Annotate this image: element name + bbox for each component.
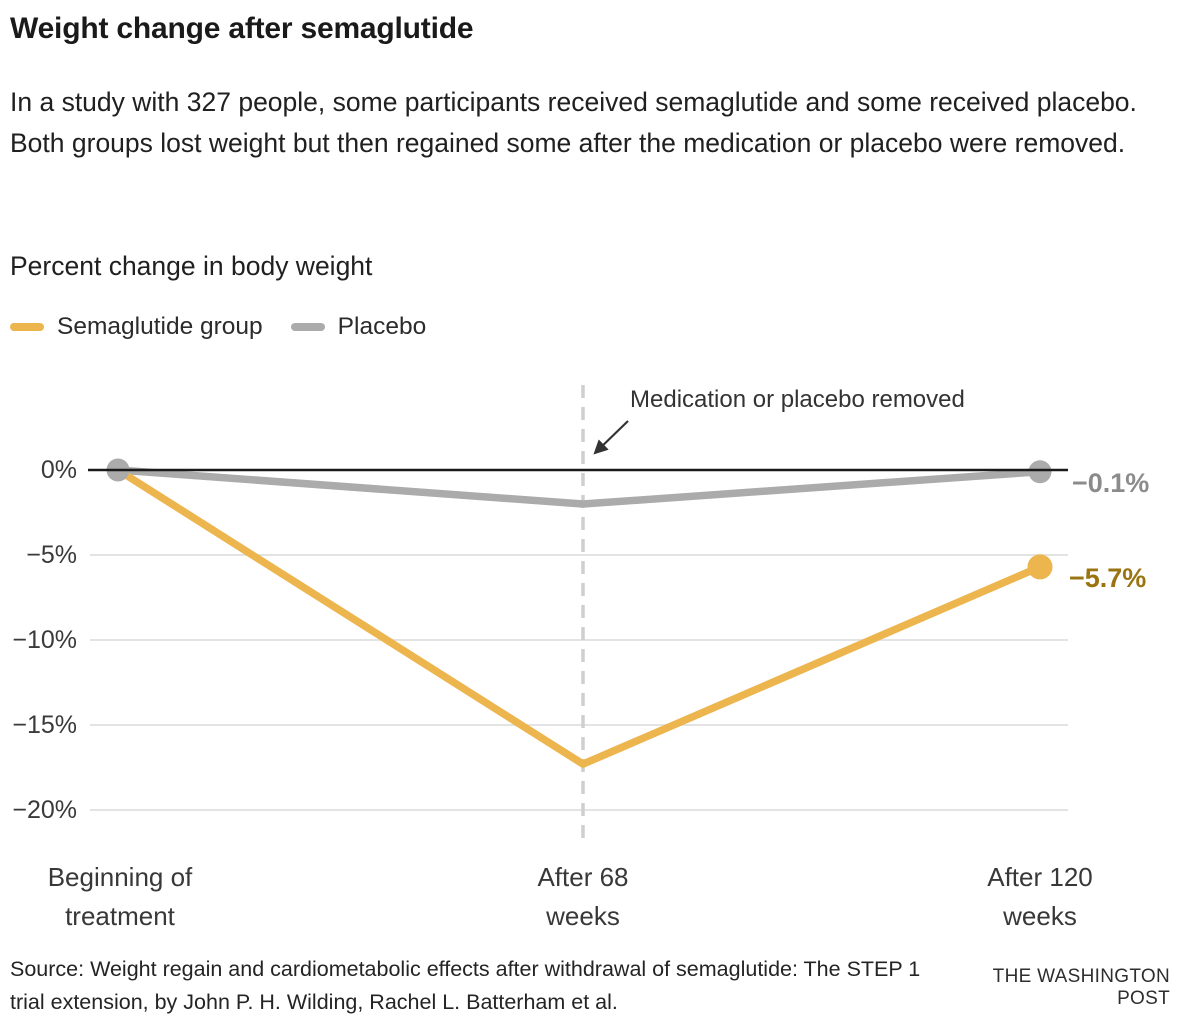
y-tick-neg10: −10% — [12, 626, 77, 654]
x-tick-week68: After 68 weeks — [537, 862, 629, 931]
placebo-line — [114, 466, 1044, 508]
x-tick-beginning: Beginning of treatment — [47, 862, 193, 931]
y-tick-0: 0% — [40, 456, 77, 484]
x-tick-week120: After 120 weeks — [987, 862, 1093, 931]
legend: Semaglutide group Placebo — [10, 313, 426, 341]
placebo-legend-swatch — [290, 323, 325, 331]
y-tick-neg20: −20% — [12, 796, 77, 824]
y-tick-neg15: −15% — [12, 711, 77, 739]
semaglutide-legend-swatch — [10, 323, 44, 331]
chart-description: In a study with 327 people, some partici… — [10, 87, 1137, 158]
placebo-end-dot — [1028, 460, 1052, 484]
semaglutide-end-value-label: −5.7% — [1069, 563, 1147, 593]
placebo-legend-label: Placebo — [337, 313, 427, 340]
semaglutide-legend-label: Semaglutide group — [57, 313, 263, 340]
annotation-arrow — [593, 420, 629, 455]
publisher-logo: THE WASHINGTON POST — [992, 966, 1170, 1009]
semaglutide-end-dot — [1027, 554, 1053, 580]
y-tick-neg5: −5% — [26, 541, 77, 569]
source-note: Source: Weight regain and cardiometaboli… — [10, 957, 921, 1014]
annotation-label: Medication or placebo removed — [630, 386, 965, 413]
y-axis-title: Percent change in body weight — [10, 251, 373, 281]
placebo-end-value-label: −0.1% — [1072, 468, 1150, 498]
semaglutide-line — [114, 466, 1044, 768]
page-title: Weight change after semaglutide — [10, 12, 474, 45]
